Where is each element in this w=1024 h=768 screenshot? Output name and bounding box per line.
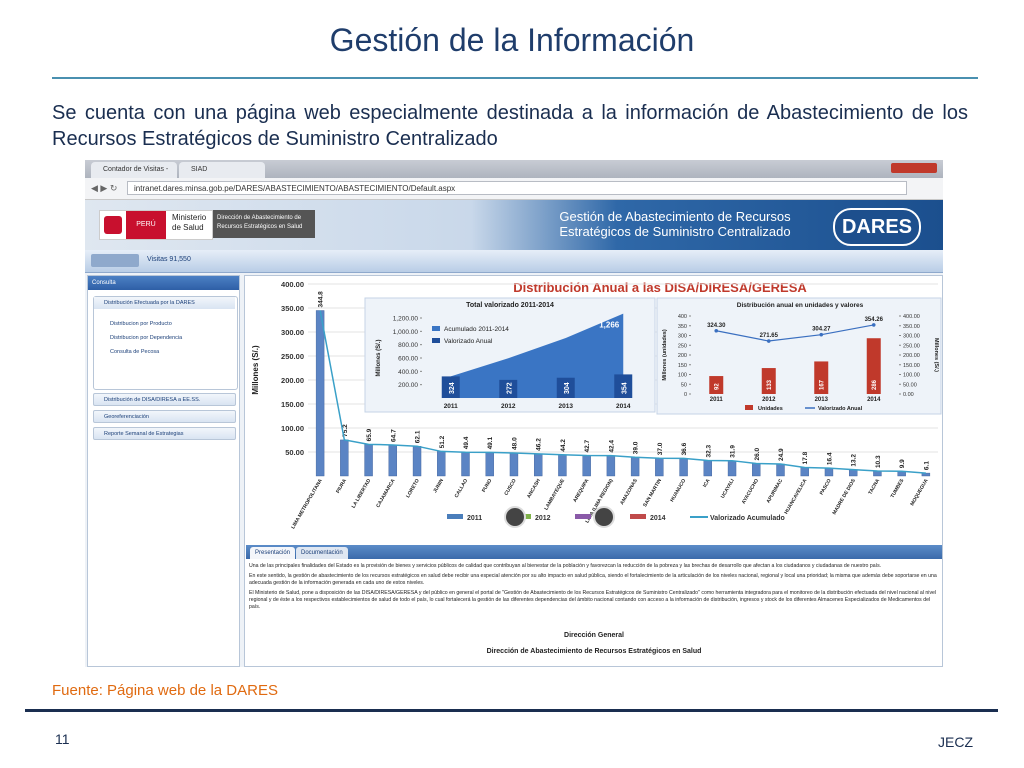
browser-tab[interactable]: Contador de Visitas - joli bbox=[91, 162, 177, 189]
sidebar-header: Consulta bbox=[88, 276, 239, 290]
sidebar-section: Distribución Efectuada por la DARES Dist… bbox=[93, 296, 238, 390]
url-field[interactable]: intranet.dares.minsa.gob.pe/DARES/ABASTE… bbox=[127, 181, 907, 195]
ministry-logo: PERÚ Ministerio de Salud bbox=[99, 210, 213, 240]
nav-strip: Visitas 91,550 bbox=[85, 250, 943, 273]
paragraph: El Ministerio de Salud, pone a disposici… bbox=[249, 590, 937, 610]
country: PERÚ bbox=[126, 211, 166, 239]
site-header: PERÚ Ministerio de Salud Dirección de Ab… bbox=[85, 200, 943, 250]
section-title[interactable]: Distribución Efectuada por la DARES bbox=[94, 297, 235, 309]
menu-item[interactable]: Distribucion por Producto bbox=[110, 321, 172, 327]
address-bar: ◀ ▶ ↻ intranet.dares.minsa.gob.pe/DARES/… bbox=[85, 178, 943, 200]
footer-rule bbox=[25, 709, 998, 712]
title-rule bbox=[52, 77, 978, 79]
signature: Dirección de Abastecimiento de Recursos … bbox=[486, 648, 702, 655]
browser-screenshot: Contador de Visitas - joli SIAD ◀ ▶ ↻ in… bbox=[85, 160, 943, 667]
menu-item[interactable]: Consulta de Pecosa bbox=[110, 349, 160, 355]
source-note: Fuente: Página web de la DARES bbox=[52, 682, 278, 699]
ministry: Ministerio de Salud bbox=[172, 213, 207, 232]
visit-counter: Visitas 91,550 bbox=[147, 256, 191, 263]
paragraph: En este sentido, la gestión de abastecim… bbox=[249, 573, 937, 586]
site-logo: DARES bbox=[833, 208, 921, 246]
signature: Dirección General bbox=[564, 632, 624, 639]
slide-text: Se cuenta con una página web especialmen… bbox=[52, 102, 968, 150]
window-controls[interactable] bbox=[891, 163, 937, 173]
sidebar: Consulta Distribución Efectuada por la D… bbox=[87, 275, 240, 667]
slide-title: Gestión de la Información bbox=[329, 22, 695, 58]
presentation-text: Una de las principales finalidades del E… bbox=[249, 563, 939, 614]
site-banner: Gestión de Abastecimiento de Recursos Es… bbox=[559, 209, 791, 239]
menu-link[interactable]: Reporte Semanal de Estrategias bbox=[93, 427, 236, 440]
content-tab[interactable]: Presentación bbox=[250, 547, 296, 559]
shield bbox=[104, 216, 122, 234]
tab-bar: Contador de Visitas - joli SIAD bbox=[85, 160, 943, 189]
office-name: Dirección de Abastecimiento de Recursos … bbox=[213, 210, 315, 238]
nav-icons[interactable] bbox=[91, 254, 139, 267]
browser-tab[interactable]: SIAD bbox=[179, 162, 265, 178]
content-tab[interactable]: Documentación bbox=[296, 547, 348, 559]
menu-item[interactable]: Distribucion por Dependencia bbox=[110, 335, 183, 341]
menu-link[interactable]: Distribución de DISA/DIRESA a EE.SS. bbox=[93, 393, 236, 406]
content-tabs: Presentación Documentación bbox=[246, 545, 942, 559]
menu-link[interactable]: Georeferenciación bbox=[93, 410, 236, 423]
author: JECZ bbox=[938, 734, 973, 750]
paragraph: Una de las principales finalidades del E… bbox=[249, 563, 882, 569]
nav-buttons[interactable]: ◀ ▶ ↻ bbox=[91, 183, 118, 193]
page-number: 11 bbox=[55, 731, 70, 747]
